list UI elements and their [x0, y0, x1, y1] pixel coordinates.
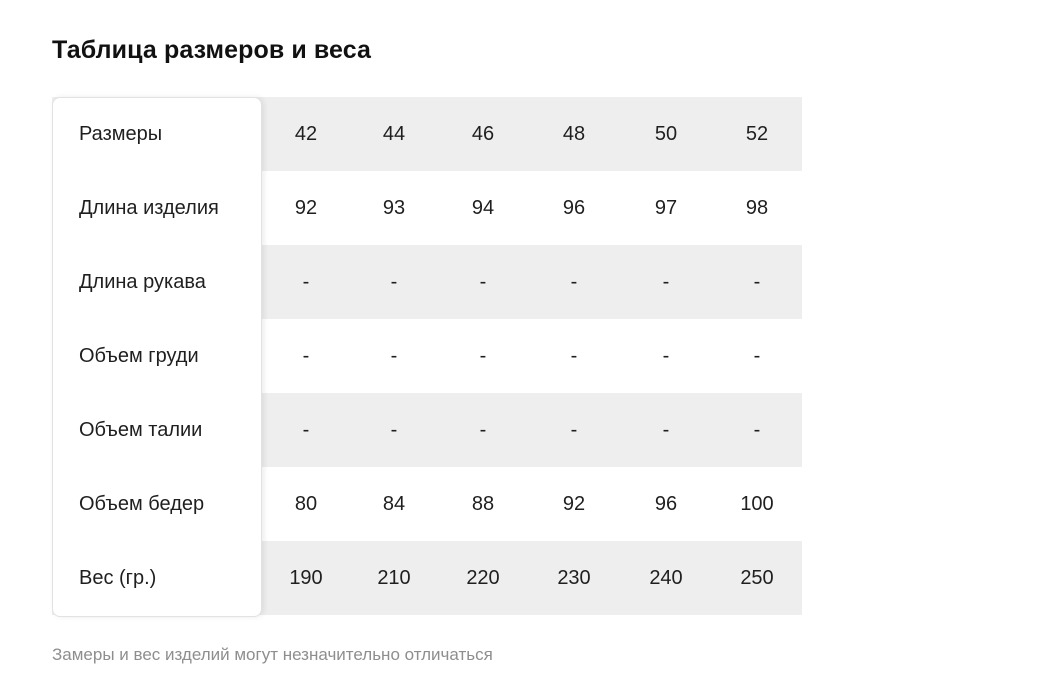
row-label: Объем груди [79, 345, 199, 367]
table-cell: 93 [382, 197, 406, 219]
table-cell: 94 [471, 197, 495, 219]
table-cell: - [479, 271, 487, 293]
table-cell: 96 [654, 493, 678, 515]
table-row-length: Длина изделия 92 93 94 96 97 98 [52, 171, 802, 245]
row-label: Длина изделия [79, 197, 219, 219]
table-cell: - [662, 345, 670, 367]
row-label: Размеры [79, 123, 163, 145]
table-cell: - [302, 345, 310, 367]
table-cell: 44 [382, 123, 406, 145]
table-cell: 250 [740, 567, 774, 589]
row-label: Объем бедер [79, 493, 205, 515]
table-cell: - [302, 271, 310, 293]
label-column [52, 97, 262, 617]
table-cell: 50 [654, 123, 678, 145]
table-cell: 97 [654, 197, 678, 219]
table-cell: 240 [649, 567, 683, 589]
table-cell: - [753, 419, 761, 441]
table-cell: 220 [466, 567, 500, 589]
table-cell: - [753, 271, 761, 293]
row-label: Длина рукава [79, 271, 206, 293]
table-cell: 210 [377, 567, 411, 589]
table-cell: - [479, 419, 487, 441]
table-row-weight: Вес (гр.) 190 210 220 230 240 250 [52, 541, 802, 615]
table-cell: 52 [745, 123, 769, 145]
table-cell: - [390, 419, 398, 441]
table-cell: 230 [557, 567, 591, 589]
table-cell: 190 [289, 567, 323, 589]
table-row-sleeve: Длина рукава - - - - - - [52, 245, 802, 319]
table-cell: - [662, 419, 670, 441]
table-cell: 46 [471, 123, 495, 145]
table-cell: - [662, 271, 670, 293]
table-cell: - [753, 345, 761, 367]
table-cell: - [570, 271, 578, 293]
table-row-waist: Объем талии - - - - - - [52, 393, 802, 467]
table-cell: - [570, 345, 578, 367]
table-cell: 88 [471, 493, 495, 515]
row-label: Вес (гр.) [79, 567, 157, 589]
table-cell: 98 [745, 197, 769, 219]
table-row-chest: Объем груди - - - - - - [52, 319, 802, 393]
table-row-hips: Объем бедер 80 84 88 92 96 100 [52, 467, 802, 541]
table-cell: - [390, 345, 398, 367]
table-cell: - [570, 419, 578, 441]
table-cell: 100 [740, 493, 774, 515]
table-cell: - [302, 419, 310, 441]
table-cell: 96 [562, 197, 586, 219]
disclaimer-note: Замеры и вес изделий могут незначительно… [52, 645, 493, 664]
table-cell: 92 [562, 493, 586, 515]
table-row-sizes: Размеры 42 44 46 48 50 52 [52, 97, 802, 171]
size-table: Размеры 42 44 46 48 50 52 Длина изделия … [52, 97, 802, 617]
row-label: Объем талии [79, 419, 203, 441]
table-cell: 48 [562, 123, 586, 145]
table-cell: 92 [294, 197, 318, 219]
table-cell: - [390, 271, 398, 293]
table-cell: 80 [294, 493, 318, 515]
table-cell: - [479, 345, 487, 367]
table-cell: 42 [294, 123, 318, 145]
page-title: Таблица размеров и веса [52, 36, 372, 64]
table-cell: 84 [382, 493, 406, 515]
